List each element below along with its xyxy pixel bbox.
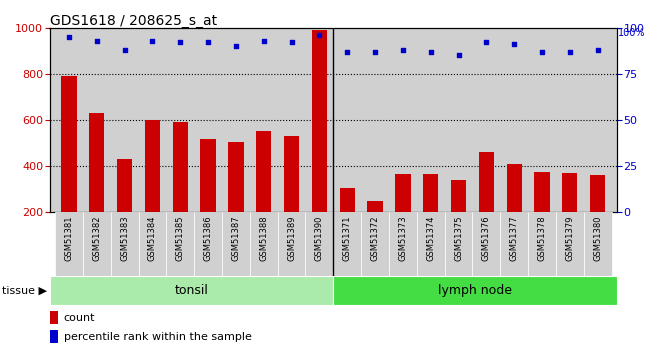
Bar (139, 212, 166, 276)
Point (537, 49, 547, 55)
Text: GSM51382: GSM51382 (92, 215, 101, 261)
Point (314, 32, 325, 38)
Point (453, 52, 464, 58)
Point (342, 49, 352, 55)
Bar (284, 136, 299, 212)
Point (370, 49, 380, 55)
Bar (506, 164, 522, 212)
Bar (145, 120, 160, 212)
Bar (222, 212, 250, 276)
Bar (556, 212, 583, 276)
Text: GSM51378: GSM51378 (537, 215, 546, 261)
Bar (395, 174, 411, 212)
Bar (256, 131, 271, 212)
Point (564, 49, 575, 55)
Text: GSM51390: GSM51390 (315, 215, 324, 261)
Text: GDS1618 / 208625_s_at: GDS1618 / 208625_s_at (50, 14, 216, 28)
Bar (117, 159, 132, 212)
Bar (451, 180, 466, 212)
Point (147, 38, 158, 43)
Text: percentile rank within the sample: percentile rank within the sample (63, 332, 251, 342)
Point (203, 40, 213, 45)
Point (397, 47, 408, 52)
Bar (478, 152, 494, 212)
Text: GSM51379: GSM51379 (566, 215, 574, 261)
Bar (333, 212, 361, 276)
Text: GSM51384: GSM51384 (148, 215, 157, 261)
Bar (306, 212, 333, 276)
Text: GSM51371: GSM51371 (343, 215, 352, 261)
Text: GSM51388: GSM51388 (259, 215, 268, 261)
Bar (166, 212, 194, 276)
Point (259, 38, 269, 43)
Point (92, 38, 102, 43)
Bar (250, 212, 278, 276)
Text: GSM51386: GSM51386 (203, 215, 213, 261)
Bar (535, 172, 550, 212)
Point (64, 34, 75, 40)
Point (119, 47, 130, 52)
Bar (528, 212, 556, 276)
Bar (111, 212, 139, 276)
Bar (55, 212, 83, 276)
Point (592, 47, 603, 52)
Text: GSM51385: GSM51385 (176, 215, 185, 261)
Bar (416, 212, 445, 276)
Text: GSM51372: GSM51372 (370, 215, 380, 261)
Point (426, 49, 436, 55)
Bar (361, 212, 389, 276)
Bar (228, 142, 244, 212)
Bar (83, 212, 111, 276)
Bar (312, 30, 327, 212)
Point (175, 40, 185, 45)
Text: lymph node: lymph node (438, 284, 512, 297)
Text: count: count (63, 313, 95, 323)
Text: tonsil: tonsil (174, 284, 209, 297)
Bar (590, 175, 605, 212)
Bar (423, 174, 438, 212)
Text: GSM51380: GSM51380 (593, 215, 602, 261)
Text: GSM51376: GSM51376 (482, 215, 491, 261)
Bar (583, 212, 612, 276)
Bar (61, 76, 77, 212)
Text: GSM51374: GSM51374 (426, 215, 435, 261)
Point (286, 40, 297, 45)
Text: GSM51389: GSM51389 (287, 215, 296, 261)
Bar (50, 311, 58, 324)
Bar (194, 212, 222, 276)
Point (230, 43, 241, 49)
Point (481, 40, 492, 45)
Bar (368, 201, 383, 212)
Bar (173, 122, 188, 212)
Bar (50, 276, 333, 305)
Bar (389, 212, 416, 276)
Bar (201, 139, 216, 212)
Text: 100%: 100% (618, 28, 645, 38)
Bar (473, 212, 500, 276)
Bar (500, 212, 528, 276)
Text: GSM51383: GSM51383 (120, 215, 129, 261)
Text: tissue ▶: tissue ▶ (2, 286, 47, 296)
Bar (339, 188, 355, 212)
Text: GSM51373: GSM51373 (399, 215, 407, 261)
Bar (333, 276, 617, 305)
Bar (89, 113, 104, 212)
Bar (278, 212, 306, 276)
Text: GSM51381: GSM51381 (65, 215, 73, 261)
Bar (50, 330, 58, 343)
Point (509, 41, 519, 47)
Bar (445, 212, 473, 276)
Text: GSM51387: GSM51387 (232, 215, 240, 261)
Bar (562, 173, 578, 212)
Text: GSM51377: GSM51377 (510, 215, 519, 261)
Text: GSM51375: GSM51375 (454, 215, 463, 261)
